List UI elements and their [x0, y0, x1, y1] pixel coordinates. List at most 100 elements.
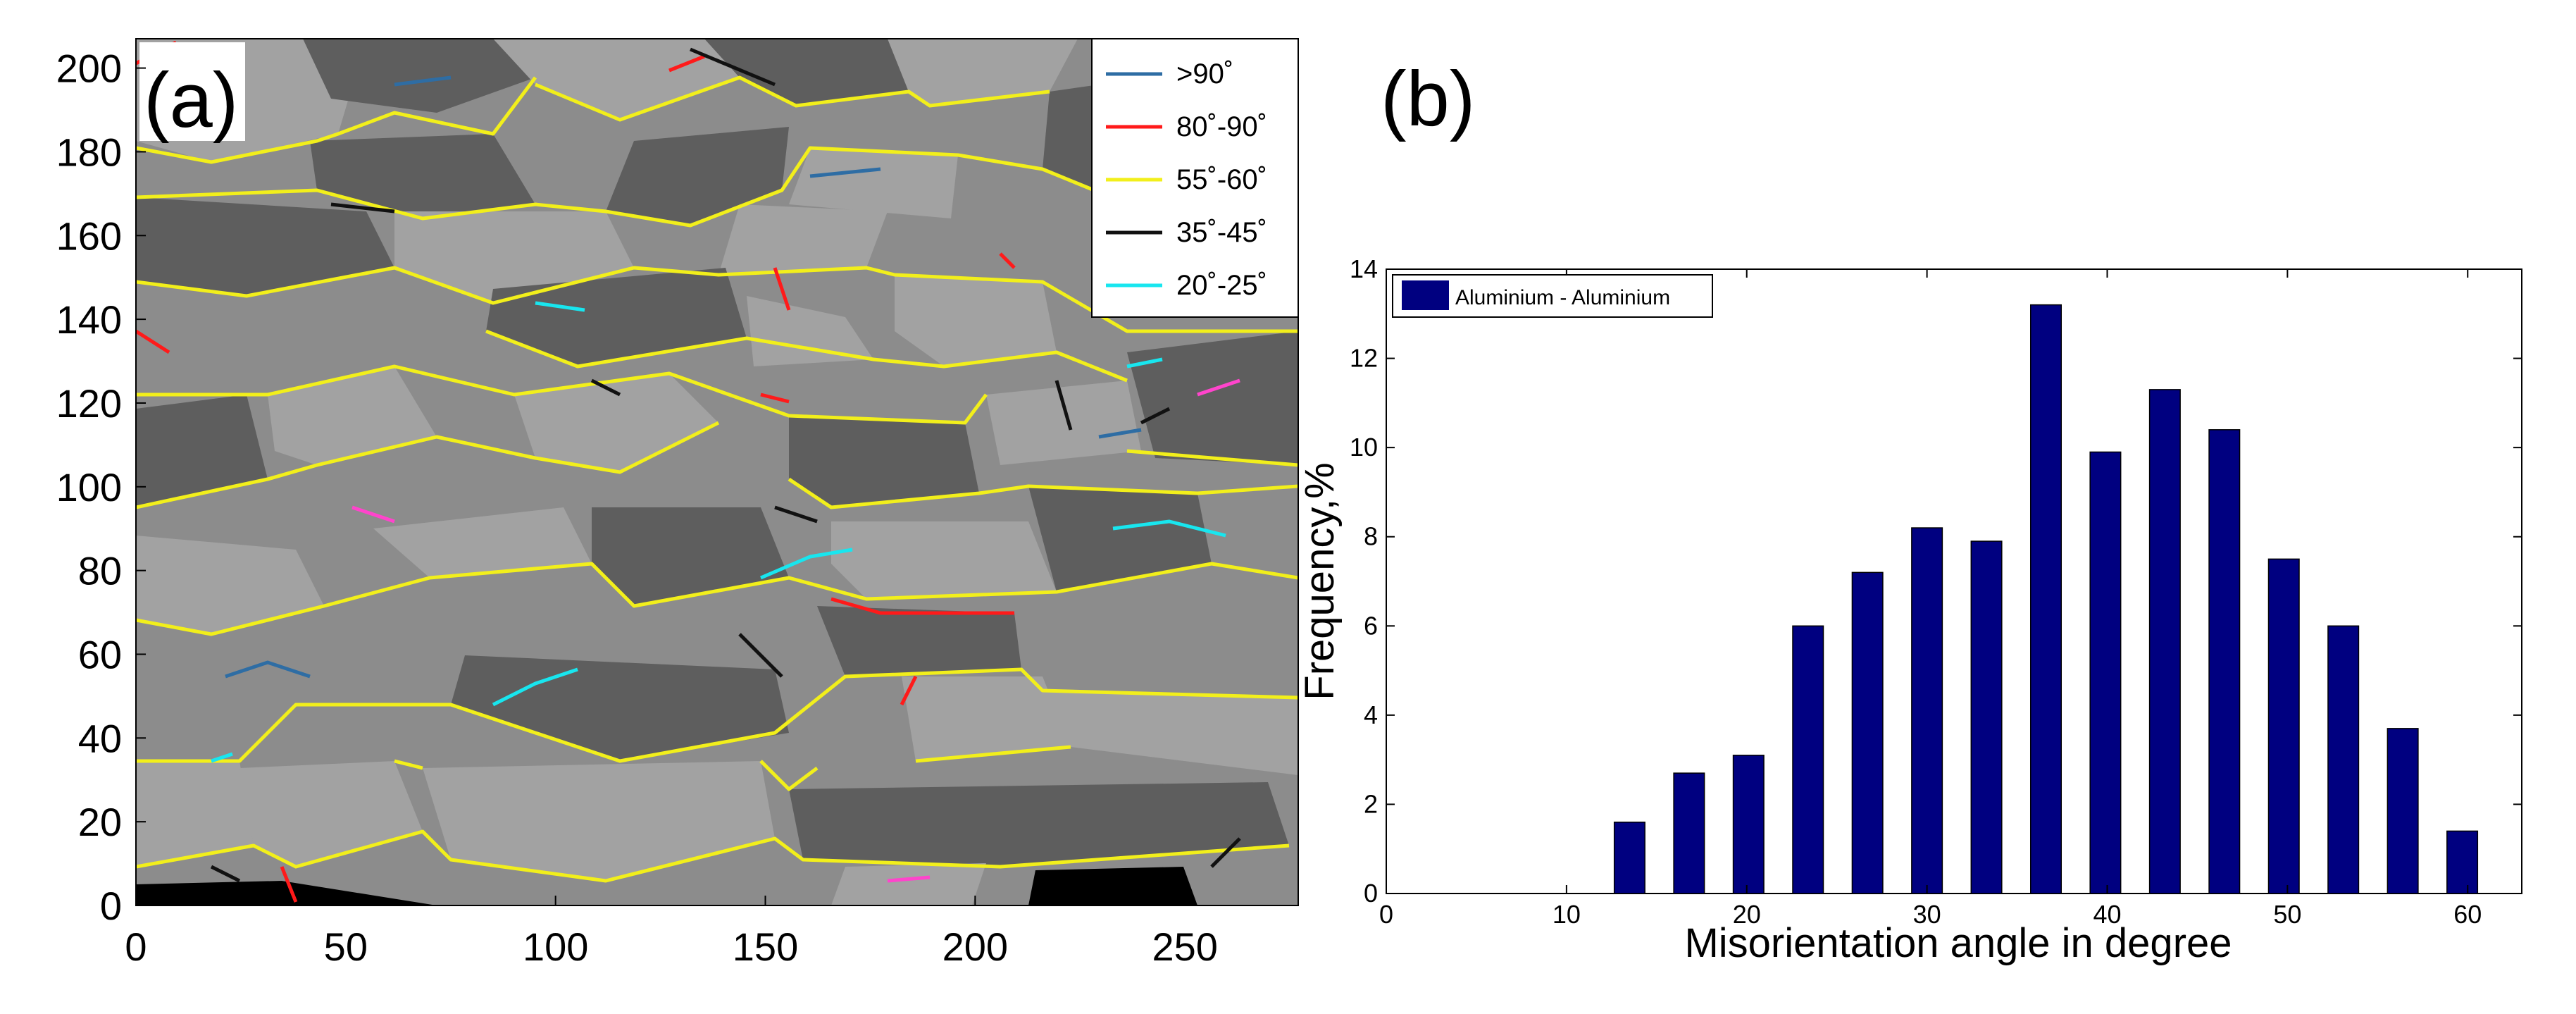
x-tick-label: 30: [1913, 900, 1941, 929]
legend-entry: >90˚: [1106, 58, 1233, 89]
panel-a-label: (a): [144, 57, 238, 144]
y-tick-label: 12: [1350, 344, 1378, 373]
grain-patch: [895, 275, 1057, 366]
histogram-bar: [2446, 830, 2479, 894]
x-tick-label: 0: [125, 925, 147, 969]
grain-patch: [394, 211, 634, 303]
boundary-55-60: [136, 829, 1290, 883]
boundary-55-60: [136, 364, 1298, 467]
boundary-35-45: [590, 378, 1073, 678]
x-tick-label: 10: [1553, 900, 1581, 929]
histogram-x-axis: 0 10 20 30 40 50 60: [1379, 269, 2482, 929]
boundary-35-45: [210, 47, 1241, 883]
legend-entry: 20˚-25˚: [1106, 270, 1267, 301]
legend-entry: 80˚-90˚: [1106, 111, 1267, 142]
map-y-axis: 0 20 40 60 80 100 120 140 160 180 200: [56, 47, 146, 928]
y-tick-label: 10: [1350, 433, 1378, 462]
grain-patch: [592, 507, 789, 606]
grain-patch: [303, 39, 535, 113]
boundary-55-60: [394, 745, 1071, 791]
y-tick-label: 2: [1364, 789, 1378, 818]
histogram-bars: [1613, 304, 2479, 894]
y-tick-label: 20: [78, 800, 122, 844]
map-legend: >90˚ 80˚-90˚ 55˚-60˚ 35˚-45˚ 20˚-25˚: [1091, 38, 1299, 318]
boundary-55-60: [136, 266, 1298, 333]
x-tick-label: 250: [1152, 925, 1217, 969]
legend-entry: 55˚-60˚: [1106, 164, 1267, 195]
legend-entry: 35˚-45˚: [1106, 217, 1267, 248]
grain-patch: [789, 416, 979, 507]
y-tick-label: 80: [78, 549, 122, 593]
y-tick-label: 140: [56, 297, 122, 342]
grain-patch: [493, 39, 740, 120]
legend-label: >90˚: [1176, 58, 1233, 89]
histogram-x-label: Misorientation angle in degree: [1684, 920, 2232, 966]
grain-patch: [136, 197, 394, 296]
grain-boundaries: [136, 40, 1298, 903]
legend-label: 55˚-60˚: [1176, 164, 1267, 195]
grain-patch: [136, 536, 324, 634]
x-tick-label: 40: [2093, 900, 2121, 929]
histogram-bar: [1613, 821, 1645, 894]
x-tick-label: 20: [1733, 900, 1761, 929]
legend-label: 35˚-45˚: [1176, 217, 1267, 248]
void-region: [1028, 867, 1197, 905]
y-tick-label: 180: [56, 130, 122, 174]
x-tick-label: 200: [942, 925, 1008, 969]
boundary-80-90: [280, 54, 1016, 903]
histogram-bar: [2267, 558, 2300, 894]
histogram-bar: [1673, 772, 1705, 894]
x-tick-label: 150: [733, 925, 798, 969]
grain-patch: [1043, 691, 1298, 775]
y-tick-label: 8: [1364, 522, 1378, 551]
histogram-y-label: Frequency,%: [1297, 462, 1343, 700]
panel-b: (b) 0 10 20 30 40 50 60 0 2 4 6 8 10 12 14 Aluminium …: [1297, 56, 2522, 966]
panel-b-label: (b): [1381, 56, 1475, 142]
boundary-20-25: [211, 301, 1163, 763]
boundary-55-60: [136, 421, 1298, 509]
boundary-gt-90: [225, 75, 1142, 679]
histogram-legend-swatch: [1402, 280, 1449, 310]
histogram-bar: [1970, 540, 2003, 894]
grain-patch: [486, 268, 747, 366]
grain-patch: [1028, 486, 1212, 592]
grain-patch: [606, 127, 789, 225]
grain-patch: [136, 395, 268, 507]
y-tick-label: 60: [78, 632, 122, 676]
y-tick-label: 6: [1364, 611, 1378, 640]
boundary-55-60: [136, 75, 1050, 164]
histogram-bar: [2327, 625, 2360, 894]
histogram-bar: [2029, 304, 2062, 894]
grain-patch: [747, 296, 873, 366]
x-tick-label: 0: [1379, 900, 1393, 929]
y-tick-label: 0: [100, 884, 122, 928]
y-tick-label: 100: [56, 465, 122, 509]
boundary-55-60: [136, 146, 1298, 235]
histogram-bar: [1732, 755, 1765, 894]
y-tick-label: 40: [78, 716, 122, 760]
grain-patch: [373, 507, 592, 578]
grain-patch: [423, 761, 775, 881]
grain-patch: [831, 863, 986, 905]
boundary-misc: [351, 378, 1240, 883]
histogram-bar: [1851, 571, 1884, 894]
grain-patch: [888, 39, 1078, 106]
histogram-bar: [2208, 429, 2241, 894]
grain-patch: [310, 134, 535, 218]
map-frame: [135, 38, 1299, 906]
boundary-55-60: [136, 667, 1298, 763]
grain-patch: [268, 366, 437, 465]
histogram-bar: [1792, 625, 1824, 894]
legend-label: 20˚-25˚: [1176, 270, 1267, 301]
histogram-bar: [1911, 527, 1943, 894]
grain-patch: [789, 148, 958, 218]
boundary-20-25: [492, 519, 1226, 707]
histogram-bar: [2148, 389, 2181, 894]
grain-patch: [789, 782, 1289, 867]
histogram-legend-label: Aluminium - Aluminium: [1455, 286, 1670, 309]
histogram-legend: Aluminium - Aluminium: [1392, 274, 1713, 318]
grain-patch: [704, 39, 909, 106]
boundary-55-60: [485, 329, 1128, 383]
void-region: [136, 881, 437, 905]
